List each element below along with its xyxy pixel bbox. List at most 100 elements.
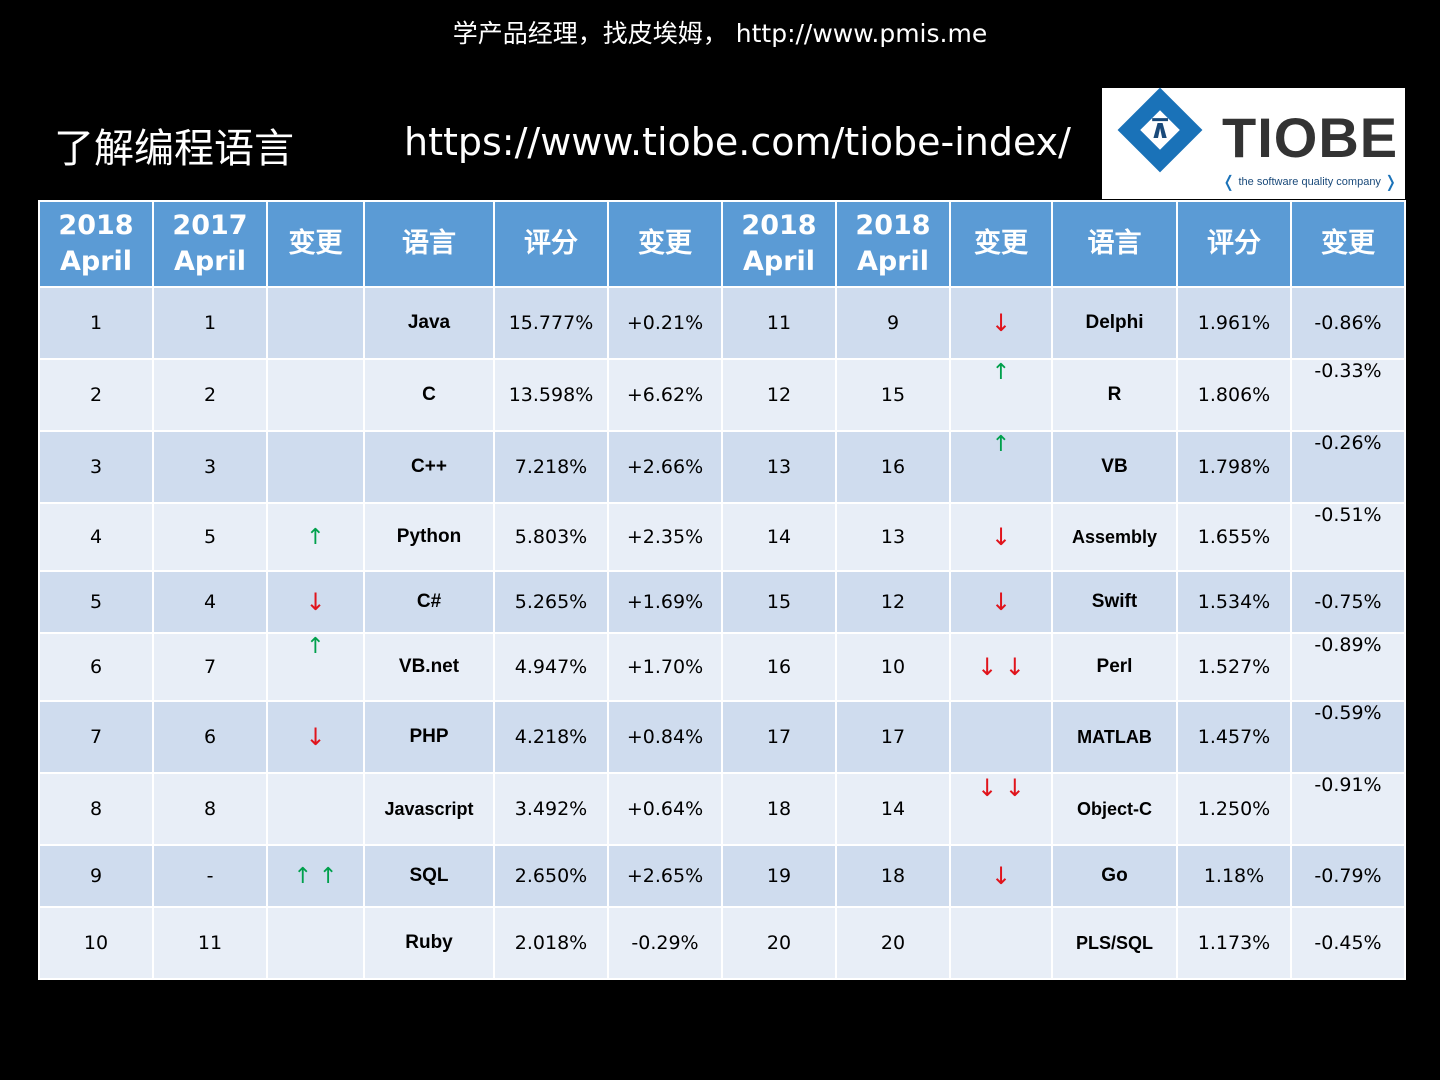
right-change-cell: -0.45% bbox=[1290, 906, 1406, 980]
left-lang-cell: SQL bbox=[363, 844, 495, 908]
right-rank-2018-cell: 20 bbox=[721, 906, 837, 980]
right-rank-2017-cell: 15 bbox=[835, 358, 951, 432]
right-lang-cell: VB bbox=[1051, 430, 1178, 504]
left-lang-cell: PHP bbox=[363, 700, 495, 774]
header-label: 语言 bbox=[1087, 228, 1142, 259]
arrow-down-icon: ↓ bbox=[990, 523, 1012, 551]
header-year: 2017 bbox=[172, 210, 248, 241]
right-rank-2017-cell: 12 bbox=[835, 570, 951, 634]
right-rank-2018-cell: 16 bbox=[721, 632, 837, 702]
right-rating-cell: 1.655% bbox=[1176, 502, 1292, 572]
right-rating-cell: 1.534% bbox=[1176, 570, 1292, 634]
right-rank-2018-cell: 12 bbox=[721, 358, 837, 432]
logo-tagline: ❬ the software quality company ❭ bbox=[1222, 172, 1397, 192]
tiobe-url: https://www.tiobe.com/tiobe-index/ bbox=[404, 120, 1071, 164]
left-rank-2018-cell: 9 bbox=[38, 844, 154, 908]
right-change-cell: -0.91% bbox=[1290, 772, 1406, 846]
double-arrow-up-icon: ↑ ↑ bbox=[293, 863, 338, 889]
left-trend-cell: ↑ ↑ bbox=[266, 844, 365, 908]
logo-wordmark: TIOBE bbox=[1222, 106, 1399, 169]
left-trend-cell: ↑ bbox=[266, 502, 365, 572]
left-lang-cell: C++ bbox=[363, 430, 495, 504]
left-lang-cell: C bbox=[363, 358, 495, 432]
header-label: 变更 bbox=[974, 228, 1028, 259]
left-rank-2018-cell: 1 bbox=[38, 286, 154, 360]
left-rank-2017-cell: - bbox=[152, 844, 268, 908]
left-lang-cell: Java bbox=[363, 286, 495, 360]
column-header: 变更 bbox=[266, 200, 365, 288]
right-rating-cell: 1.457% bbox=[1176, 700, 1292, 774]
right-rating-cell: 1.798% bbox=[1176, 430, 1292, 504]
left-rating-cell: 7.218% bbox=[493, 430, 609, 504]
left-rating-cell: 5.265% bbox=[493, 570, 609, 634]
right-change-cell: -0.86% bbox=[1290, 286, 1406, 360]
arrow-up-icon: ↑ bbox=[306, 634, 325, 659]
left-lang-cell: Python bbox=[363, 502, 495, 572]
left-change-cell: +2.66% bbox=[607, 430, 723, 504]
left-rank-2017-cell: 6 bbox=[152, 700, 268, 774]
column-header: 2017 April bbox=[152, 200, 268, 288]
arrow-up-icon: ↑ bbox=[991, 360, 1011, 385]
table-header-row: 2018 April 2017 April 变更 语言 评分 变更 2018 April 2018 A… bbox=[38, 200, 1406, 288]
column-header: 变更 bbox=[949, 200, 1053, 288]
right-rank-2018-cell: 18 bbox=[721, 772, 837, 846]
table-row: 5 4 ↓ C# 5.265% +1.69% 15 12 ↓ Swift 1.534% -0.75% bbox=[38, 570, 1406, 634]
header-label: 评分 bbox=[524, 228, 578, 259]
left-rank-2017-cell: 3 bbox=[152, 430, 268, 504]
column-header: 2018 April bbox=[38, 200, 154, 288]
right-trend-cell bbox=[949, 700, 1053, 774]
right-rank-2017-cell: 10 bbox=[835, 632, 951, 702]
right-rating-cell: 1.18% bbox=[1176, 844, 1292, 908]
header-month: April bbox=[173, 246, 247, 277]
right-rank-2018-cell: 14 bbox=[721, 502, 837, 572]
left-trend-cell bbox=[266, 286, 365, 360]
right-trend-cell: ↓ bbox=[949, 844, 1053, 908]
left-rating-cell: 15.777% bbox=[493, 286, 609, 360]
right-trend-cell bbox=[949, 906, 1053, 980]
column-header: 语言 bbox=[1051, 200, 1178, 288]
right-lang-cell: MATLAB bbox=[1051, 700, 1178, 774]
right-rank-2018-cell: 13 bbox=[721, 430, 837, 504]
table-row: 2 2 C 13.598% +6.62% 12 15 ↑ R 1.806% -0.33% bbox=[38, 358, 1406, 432]
left-lang-cell: C# bbox=[363, 570, 495, 634]
right-trend-cell: ↓ bbox=[949, 570, 1053, 634]
header-label: 变更 bbox=[638, 228, 692, 259]
column-header: 变更 bbox=[1290, 200, 1406, 288]
left-rank-2017-cell: 8 bbox=[152, 772, 268, 846]
right-trend-cell: ↑ bbox=[949, 430, 1053, 504]
right-rank-2017-cell: 20 bbox=[835, 906, 951, 980]
table-row: 7 6 ↓ PHP 4.218% +0.84% 17 17 MATLAB 1.457% -0.59% bbox=[38, 700, 1406, 774]
left-trend-cell bbox=[266, 430, 365, 504]
left-lang-cell: Ruby bbox=[363, 906, 495, 980]
top-banner: 学产品经理，找皮埃姆， http://www.pmis.me bbox=[452, 19, 988, 48]
table-row: 8 8 Javascript 3.492% +0.64% 18 14 ↓ ↓ Object-C 1… bbox=[38, 772, 1406, 846]
left-change-cell: +6.62% bbox=[607, 358, 723, 432]
header-year: 2018 bbox=[855, 210, 931, 241]
table-row: 3 3 C++ 7.218% +2.66% 13 16 ↑ VB 1.798% -0.26% bbox=[38, 430, 1406, 504]
left-change-cell: +0.84% bbox=[607, 700, 723, 774]
header-label: 评分 bbox=[1207, 228, 1261, 259]
right-lang-cell: PLS/SQL bbox=[1051, 906, 1178, 980]
column-header: 2018 April bbox=[835, 200, 951, 288]
right-rank-2018-cell: 17 bbox=[721, 700, 837, 774]
right-lang-cell: Go bbox=[1051, 844, 1178, 908]
column-header: 评分 bbox=[1176, 200, 1292, 288]
right-rank-2018-cell: 19 bbox=[721, 844, 837, 908]
right-change-cell: -0.75% bbox=[1290, 570, 1406, 634]
right-trend-cell: ↓ ↓ bbox=[949, 632, 1053, 702]
table-body: 1 1 Java 15.777% +0.21% 11 9 ↓ Delphi 1.961% -0.86… bbox=[38, 286, 1406, 980]
left-change-cell: +1.69% bbox=[607, 570, 723, 634]
left-change-cell: +2.65% bbox=[607, 844, 723, 908]
table-row: 1 1 Java 15.777% +0.21% 11 9 ↓ Delphi 1.961% -0.86… bbox=[38, 286, 1406, 360]
right-rank-2017-cell: 13 bbox=[835, 502, 951, 572]
left-rating-cell: 4.218% bbox=[493, 700, 609, 774]
left-lang-cell: Javascript bbox=[363, 772, 495, 846]
left-rank-2018-cell: 6 bbox=[38, 632, 154, 702]
left-change-cell: +0.64% bbox=[607, 772, 723, 846]
column-header: 变更 bbox=[607, 200, 723, 288]
table-row: 9- ↑ ↑ SQL 2.650% +2.65% 19 18 ↓ Go 1.18% -0.79% bbox=[38, 844, 1406, 908]
logo-tagline-text: the software quality company bbox=[1238, 176, 1381, 188]
right-trend-cell: ↑ bbox=[949, 358, 1053, 432]
right-rating-cell: 1.806% bbox=[1176, 358, 1292, 432]
right-rating-cell: 1.173% bbox=[1176, 906, 1292, 980]
